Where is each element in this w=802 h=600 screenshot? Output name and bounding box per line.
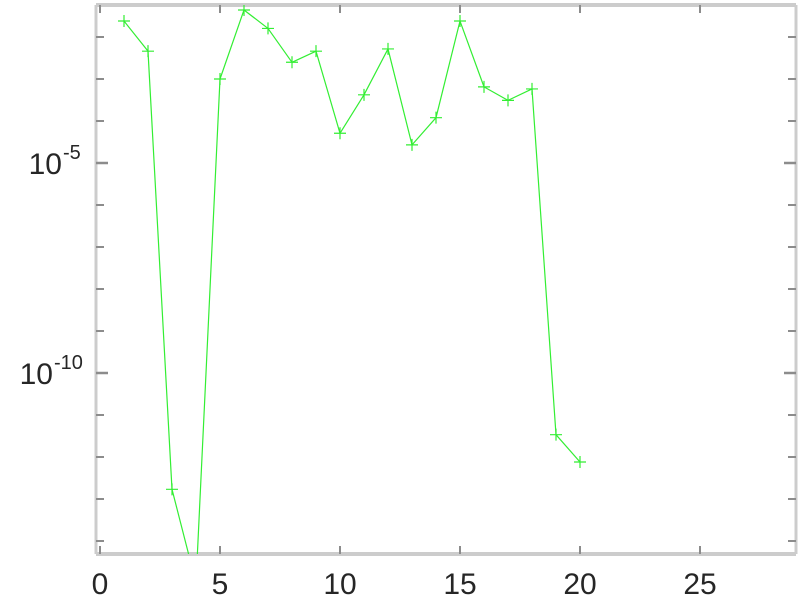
series-marker (526, 82, 538, 95)
y-axis-ticks (96, 36, 796, 542)
series-marker (238, 5, 250, 16)
series-marker (550, 428, 562, 441)
series-marker (478, 80, 490, 93)
series-marker (262, 22, 274, 35)
series-marker (358, 88, 370, 101)
series-marker (406, 138, 418, 151)
series-marker (214, 73, 226, 85)
x-tick-labels: 0 5 10 15 20 25 (92, 568, 717, 600)
series-marker (286, 56, 298, 69)
x-tick-label-20: 20 (563, 568, 596, 600)
plot-background (96, 5, 796, 554)
series-marker (502, 94, 514, 107)
x-tick-label-15: 15 (443, 568, 476, 600)
series-marker (190, 577, 202, 589)
y-tick-label-1e-10-exponent: -10 (54, 352, 83, 374)
series-marker (454, 15, 466, 28)
axis-spines (94, 3, 798, 556)
data-series-residual (118, 5, 586, 589)
series-marker (166, 483, 178, 496)
series-marker (310, 45, 322, 58)
series-marker (118, 15, 130, 28)
series-marker (382, 42, 394, 55)
x-tick-label-10: 10 (323, 568, 356, 600)
y-tick-labels: 10 -5 10 -10 (20, 142, 83, 391)
y-tick-label-1e-5-exponent: -5 (63, 142, 81, 164)
x-axis-ticks (99, 5, 701, 554)
series-marker (334, 127, 346, 140)
series-marker (142, 45, 154, 58)
y-tick-label-1e-5-mantissa: 10 (29, 148, 62, 181)
series-marker (430, 111, 442, 124)
x-tick-label-5: 5 (212, 568, 229, 600)
x-tick-label-25: 25 (683, 568, 716, 600)
y-tick-label-1e-10-mantissa: 10 (20, 358, 53, 391)
x-tick-label-0: 0 (92, 568, 109, 600)
series-marker (574, 456, 586, 469)
series-line (123, 9, 581, 554)
